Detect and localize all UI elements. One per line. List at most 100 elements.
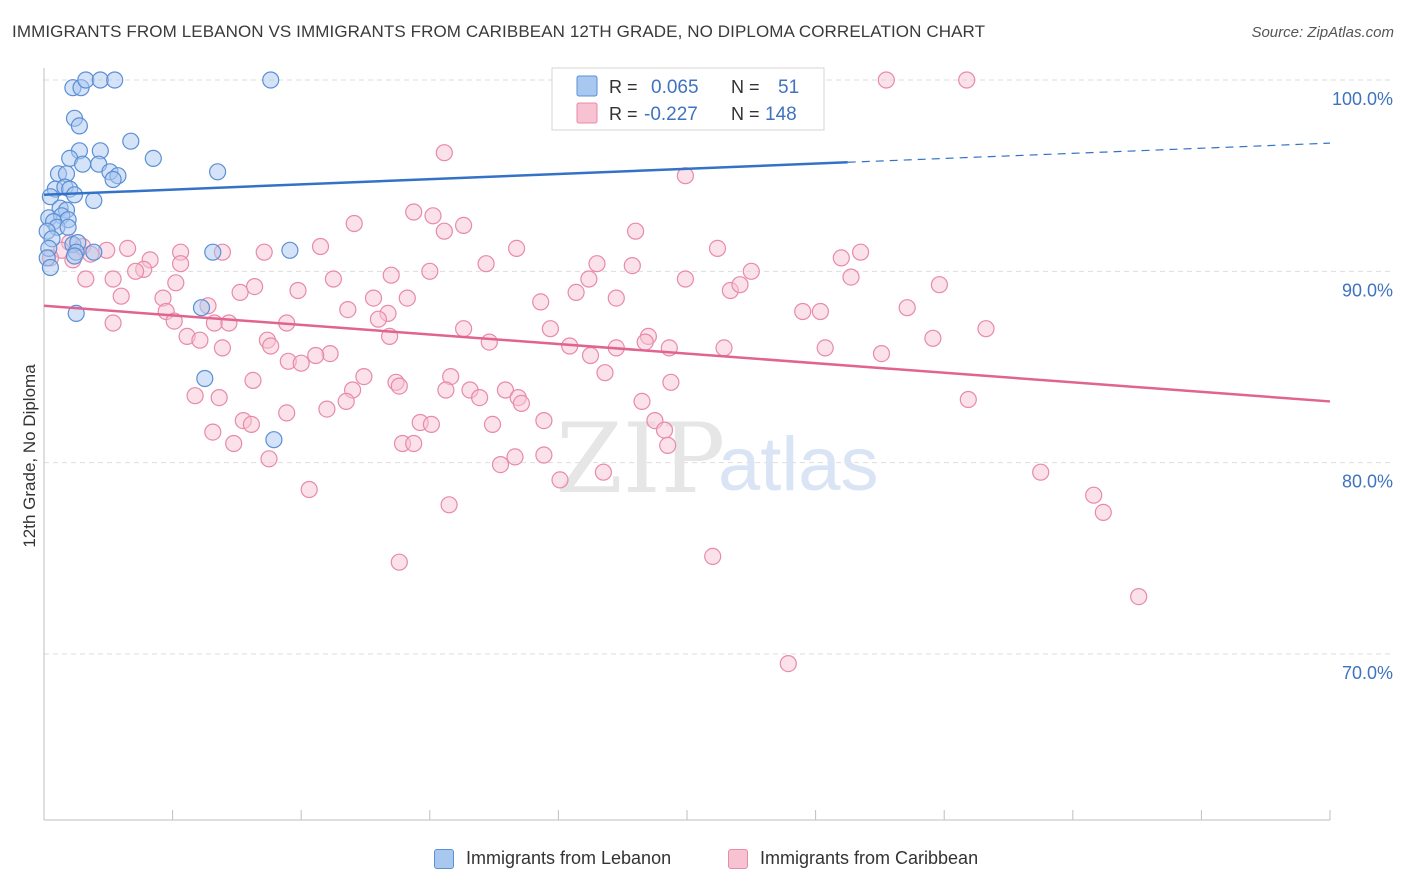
- caribbean-point: [172, 255, 190, 273]
- caribbean-point: [77, 270, 95, 288]
- lebanon-point: [85, 191, 103, 210]
- caribbean-point: [704, 547, 722, 566]
- lebanon-point: [59, 218, 77, 236]
- caribbean-point: [480, 333, 498, 351]
- y-tick-label: 90.0%: [1342, 280, 1393, 300]
- lebanon-point: [70, 117, 89, 135]
- caribbean-point: [567, 283, 585, 301]
- lebanon-point: [281, 241, 299, 259]
- caribbean-point: [594, 463, 613, 481]
- lebanon-point: [265, 431, 283, 449]
- caribbean-point: [260, 450, 278, 468]
- caribbean-point: [1094, 503, 1112, 522]
- caribbean-point: [112, 287, 130, 305]
- caribbean-point: [872, 345, 891, 363]
- caribbean-point: [244, 371, 262, 389]
- caribbean-point: [477, 255, 495, 273]
- caribbean-point: [607, 289, 625, 307]
- trend-lines: [43, 142, 1331, 403]
- caribbean-point: [435, 222, 453, 240]
- caribbean-point: [345, 214, 363, 233]
- gridlines: [44, 79, 1392, 655]
- caribbean-point: [731, 276, 749, 294]
- caribbean-point: [127, 262, 145, 280]
- caribbean-point: [596, 364, 614, 382]
- caribbean-point: [104, 270, 122, 288]
- stats-r-value-1: 0.065: [651, 77, 699, 98]
- caribbean-point: [405, 203, 423, 221]
- caribbean-point: [318, 400, 336, 418]
- caribbean-trend-line: [43, 304, 1331, 403]
- caribbean-point: [321, 345, 339, 363]
- caribbean-point: [421, 262, 439, 280]
- caribbean-point: [676, 270, 695, 288]
- caribbean-point: [496, 381, 514, 399]
- caribbean-point: [246, 278, 264, 296]
- lebanon-trend-line: [43, 161, 848, 197]
- caribbean-point: [662, 373, 680, 391]
- caribbean-point: [422, 415, 440, 433]
- caribbean-point: [506, 448, 524, 466]
- lebanon-point: [209, 163, 227, 181]
- caribbean-point: [118, 239, 137, 257]
- caribbean-point: [165, 312, 183, 330]
- lebanon-point: [262, 71, 280, 89]
- lebanon-point: [85, 243, 103, 261]
- watermark: ZIP atlas: [556, 403, 879, 515]
- caribbean-point: [382, 266, 400, 284]
- tick-labels: 100.0%90.0%80.0%70.0%0.0%80.0%: [1332, 89, 1393, 683]
- caribbean-point: [636, 333, 654, 351]
- caribbean-point: [924, 329, 942, 347]
- lebanon-point: [41, 258, 60, 277]
- caribbean-point: [355, 368, 373, 386]
- caribbean-point: [1085, 486, 1103, 504]
- caribbean-point: [659, 436, 677, 454]
- lebanon-point: [73, 155, 92, 173]
- caribbean-point: [324, 270, 342, 288]
- caribbean-point: [512, 394, 531, 412]
- lebanon-point: [104, 170, 122, 189]
- caribbean-point: [794, 302, 812, 321]
- caribbean-point: [491, 456, 510, 474]
- caribbean-point: [832, 249, 850, 267]
- stats-n-label-2: N =: [731, 104, 760, 124]
- caribbean-point: [541, 320, 560, 338]
- stats-n-value-2: 148: [765, 104, 797, 125]
- caribbean-point: [369, 310, 387, 328]
- y-axis-label: 12th Grade, No Diploma: [20, 364, 39, 548]
- legend-item-lebanon[interactable]: Immigrants from Lebanon: [434, 848, 671, 869]
- caribbean-point: [424, 207, 442, 225]
- caribbean-point: [390, 553, 408, 571]
- caribbean-point: [437, 381, 455, 399]
- caribbean-point: [551, 471, 569, 489]
- caribbean-point: [225, 434, 243, 453]
- caribbean-point: [292, 354, 310, 372]
- caribbean-point: [339, 301, 357, 319]
- legend-label-lebanon: Immigrants from Lebanon: [466, 848, 672, 868]
- caribbean-point: [300, 480, 318, 499]
- caribbean-point: [213, 339, 231, 357]
- legend-item-caribbean[interactable]: Immigrants from Caribbean: [728, 848, 978, 869]
- caribbean-point: [471, 389, 489, 407]
- stats-legend: R = 0.065 N = 51 R = -0.227 N = 148: [551, 67, 825, 131]
- caribbean-point: [507, 239, 526, 257]
- caribbean-point: [655, 421, 674, 439]
- lebanon-point: [192, 299, 211, 317]
- caribbean-point: [220, 314, 238, 332]
- caribbean-point: [742, 262, 760, 280]
- stats-n-value-1: 51: [778, 77, 799, 98]
- caribbean-point: [307, 346, 325, 365]
- caribbean-point: [1032, 463, 1050, 481]
- lebanon-point: [106, 71, 124, 89]
- caribbean-point: [588, 255, 606, 273]
- caribbean-points: [41, 71, 1148, 673]
- caribbean-point: [204, 423, 222, 441]
- caribbean-point: [623, 257, 641, 275]
- caribbean-point: [626, 222, 645, 240]
- caribbean-point: [1130, 587, 1148, 606]
- caribbean-point: [779, 654, 797, 673]
- legend-swatch-caribbean: [728, 848, 748, 869]
- caribbean-point: [581, 346, 600, 365]
- caribbean-point: [580, 270, 598, 288]
- caribbean-point: [715, 339, 733, 357]
